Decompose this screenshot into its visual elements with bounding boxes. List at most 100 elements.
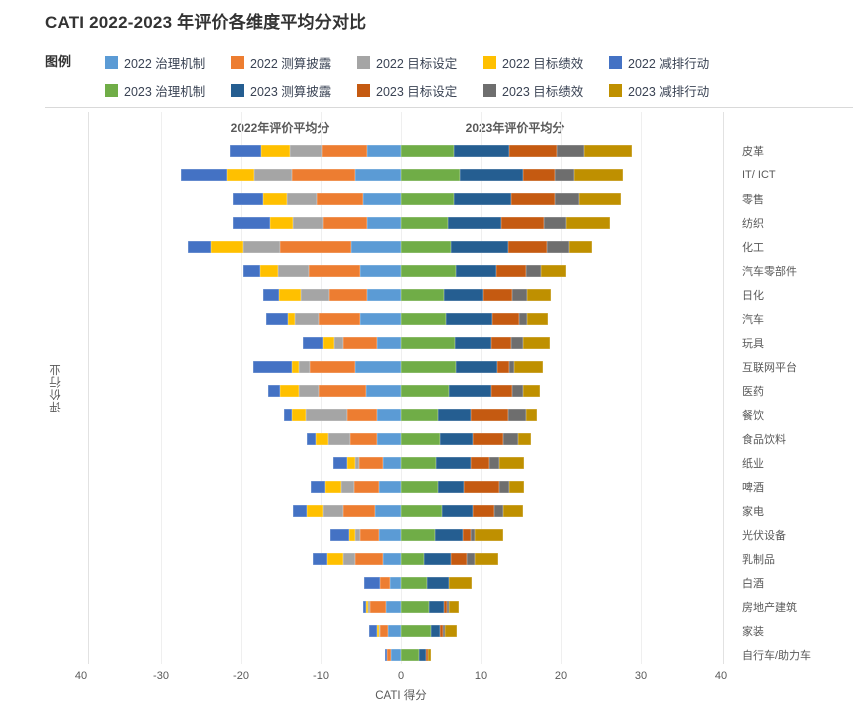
- bar-segment-2023-测算披露: [445, 313, 493, 325]
- category-label: 食品饮料: [742, 434, 786, 446]
- bar-segment-2023-减排行动: [526, 313, 549, 325]
- bar-segment-2022-目标设定: [368, 601, 370, 613]
- bar-segment-2023-减排行动: [573, 169, 623, 181]
- bar-segment-2023-目标设定: [440, 625, 444, 637]
- legend-item-label: 2022 治理机制: [124, 56, 206, 71]
- bar-segment-2022-目标绩效: [292, 409, 306, 421]
- bar-segment-2022-目标绩效: [269, 217, 293, 229]
- legend-item-label: 2023 减排行动: [628, 84, 710, 99]
- gridline: [241, 112, 242, 664]
- group-header-2022: 2022年评价平均分: [230, 121, 330, 135]
- bar-row: [0, 235, 853, 259]
- bar-segment-2023-测算披露: [456, 265, 497, 277]
- bar-segment-2023-目标设定: [510, 193, 556, 205]
- legend-swatch-icon: [105, 55, 118, 69]
- legend-item: 2023 治理机制: [105, 81, 231, 100]
- group-header-2023: 2023年评价平均分: [465, 121, 565, 135]
- bar-segment-2023-减排行动: [565, 217, 610, 229]
- bar-segment-2023-减排行动: [527, 289, 551, 301]
- bar-segment-2023-目标绩效: [470, 529, 476, 541]
- bar-segment-2023-测算披露: [436, 457, 472, 469]
- category-label: 餐饮: [742, 410, 764, 422]
- bar-segment-2022-减排行动: [188, 241, 211, 253]
- bar-segment-2023-治理机制: [401, 601, 429, 613]
- legend-swatch-icon: [357, 83, 370, 97]
- bar-segment-2023-目标绩效: [555, 169, 574, 181]
- bar-segment-2022-目标绩效: [349, 529, 355, 541]
- category-label: 皮革: [742, 146, 764, 158]
- gridline: [561, 112, 562, 664]
- legend-item-label: 2022 目标绩效: [502, 56, 584, 71]
- category-label: 家电: [742, 506, 764, 518]
- bar-segment-2022-治理机制: [360, 265, 401, 277]
- x-axis-tick-label: 10: [474, 670, 488, 682]
- bar-segment-2022-测算披露: [319, 385, 366, 397]
- bar-row: [0, 643, 853, 667]
- legend-item-label: 2023 目标设定: [376, 84, 458, 99]
- bar-segment-2023-治理机制: [401, 361, 457, 373]
- bar-row: [0, 403, 853, 427]
- bar-segment-2022-减排行动: [233, 217, 270, 229]
- legend-item: 2022 测算披露: [231, 53, 357, 72]
- legend-item: 2023 目标绩效: [483, 81, 609, 100]
- bar-segment-2023-治理机制: [401, 337, 456, 349]
- bar-segment-2023-减排行动: [445, 625, 457, 637]
- bar-segment-2023-减排行动: [428, 649, 432, 661]
- legend-item: 2023 目标设定: [357, 81, 483, 100]
- bar-segment-2022-测算披露: [317, 193, 363, 205]
- bar-row: [0, 571, 853, 595]
- bar-segment-2022-目标设定: [301, 289, 329, 301]
- bar-segment-2022-目标绩效: [262, 193, 287, 205]
- bar-segment-2022-减排行动: [333, 457, 347, 469]
- bar-segment-2022-目标设定: [253, 169, 293, 181]
- bar-segment-2022-目标设定: [295, 313, 319, 325]
- bar-segment-2022-治理机制: [383, 457, 401, 469]
- bar-segment-2023-治理机制: [401, 241, 452, 253]
- category-label: 乳制品: [742, 554, 775, 566]
- bar-segment-2023-目标绩效: [547, 241, 569, 253]
- bar-segment-2023-减排行动: [513, 361, 544, 373]
- bar-row: [0, 523, 853, 547]
- bar-segment-2022-目标设定: [341, 481, 354, 493]
- bar-segment-2023-测算披露: [453, 193, 511, 205]
- bar-segment-2023-测算披露: [427, 577, 449, 589]
- bar-segment-2022-治理机制: [367, 217, 401, 229]
- bar-segment-2023-目标设定: [464, 481, 499, 493]
- bar-segment-2022-测算披露: [369, 601, 386, 613]
- bar-segment-2023-测算披露: [448, 217, 501, 229]
- bar-segment-2023-目标绩效: [443, 625, 445, 637]
- bar-row: [0, 379, 853, 403]
- bar-segment-2022-治理机制: [367, 145, 401, 157]
- bar-segment-2022-测算披露: [380, 625, 389, 637]
- bar-segment-2023-目标设定: [497, 361, 509, 373]
- bar-segment-2023-减排行动: [498, 457, 525, 469]
- bar-segment-2022-治理机制: [388, 625, 401, 637]
- bar-segment-2023-治理机制: [401, 385, 449, 397]
- bar-segment-2023-治理机制: [401, 505, 442, 517]
- legend-item-label: 2023 治理机制: [124, 84, 206, 99]
- bar-segment-2023-测算披露: [455, 337, 492, 349]
- bar-segment-2022-测算披露: [386, 649, 392, 661]
- legend-item-label: 2022 测算披露: [250, 56, 332, 71]
- bar-segment-2023-减排行动: [541, 265, 566, 277]
- bar-segment-2023-减排行动: [578, 193, 621, 205]
- bar-segment-2022-目标绩效: [346, 457, 355, 469]
- bar-segment-2022-目标设定: [354, 529, 361, 541]
- bar-segment-2022-减排行动: [284, 409, 293, 421]
- category-label: IT/ ICT: [742, 169, 776, 181]
- bar-segment-2023-测算披露: [440, 433, 473, 445]
- bar-segment-2023-治理机制: [401, 577, 428, 589]
- legend-item: 2022 治理机制: [105, 53, 231, 72]
- bar-segment-2023-目标设定: [450, 553, 468, 565]
- bar-row: [0, 475, 853, 499]
- bar-segment-2023-治理机制: [401, 649, 420, 661]
- category-label: 纸业: [742, 458, 764, 470]
- bar-segment-2023-减排行动: [584, 145, 633, 157]
- bar-segment-2022-治理机制: [365, 385, 401, 397]
- bar-segment-2022-减排行动: [253, 361, 293, 373]
- bar-segment-2022-目标设定: [286, 193, 317, 205]
- bar-segment-2022-目标绩效: [288, 313, 296, 325]
- category-label: 白酒: [742, 578, 764, 590]
- bar-segment-2023-测算披露: [444, 289, 483, 301]
- bar-segment-2022-减排行动: [310, 481, 325, 493]
